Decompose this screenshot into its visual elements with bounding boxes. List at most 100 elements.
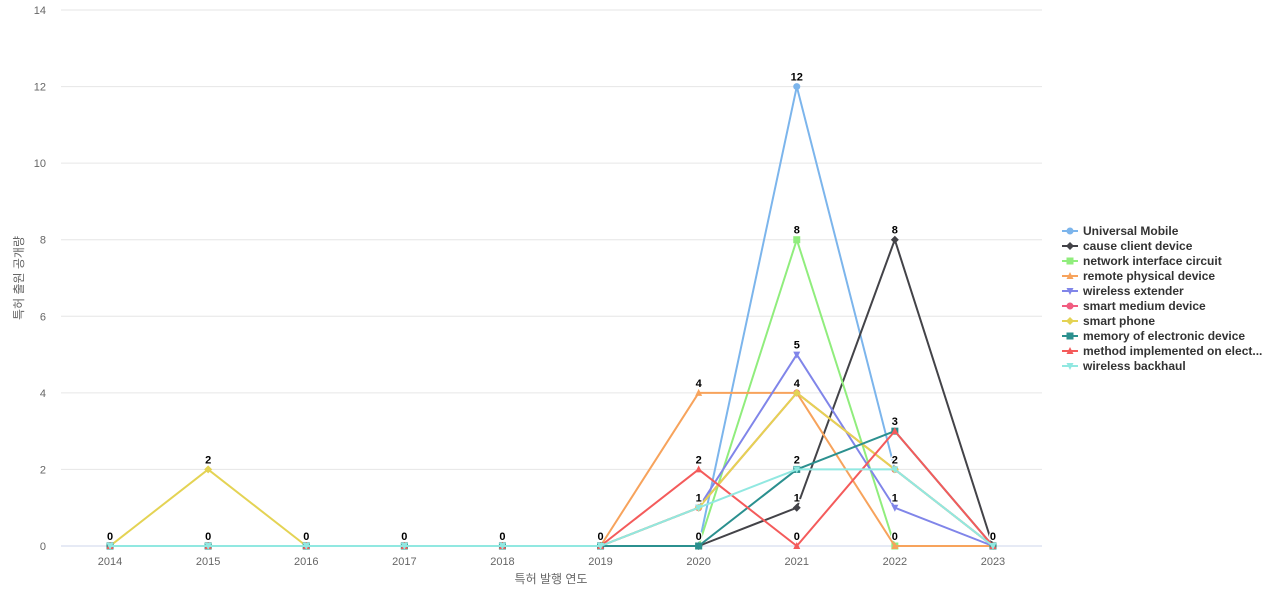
y-tick-label: 2 xyxy=(40,464,46,476)
data-label: 4 xyxy=(696,378,703,390)
y-tick-label: 10 xyxy=(34,158,46,170)
legend-item[interactable]: remote physical device xyxy=(1062,269,1215,283)
series-10 xyxy=(106,466,997,550)
x-tick-label: 2014 xyxy=(98,556,122,568)
data-label: 2 xyxy=(794,454,800,466)
legend-label: network interface circuit xyxy=(1083,254,1222,268)
x-tick-label: 2021 xyxy=(785,556,809,568)
legend-item[interactable]: cause client device xyxy=(1062,239,1193,253)
data-label: 1 xyxy=(696,493,702,505)
legend-label: wireless backhaul xyxy=(1082,359,1186,373)
data-label: 0 xyxy=(597,531,603,543)
legend-marker xyxy=(1066,347,1074,354)
data-label: 2 xyxy=(892,454,898,466)
legend-item[interactable]: wireless extender xyxy=(1062,284,1184,298)
data-label: 12 xyxy=(791,72,803,84)
legend-label: wireless extender xyxy=(1082,284,1184,298)
legend-label: method implemented on elect... xyxy=(1083,344,1262,358)
legend-marker xyxy=(1066,272,1074,279)
data-label: 2 xyxy=(696,454,702,466)
data-point xyxy=(793,466,801,474)
data-point xyxy=(890,235,899,244)
x-tick-label: 2020 xyxy=(686,556,710,568)
data-point xyxy=(793,542,801,549)
data-label: 1 xyxy=(892,493,898,505)
grid-lines xyxy=(61,9,1042,547)
data-point xyxy=(792,503,801,512)
y-tick-label: 4 xyxy=(40,388,46,400)
legend-label: smart phone xyxy=(1083,314,1155,328)
legend-marker xyxy=(1066,242,1074,250)
data-label: 0 xyxy=(499,531,505,543)
legend-marker xyxy=(1066,288,1074,295)
series-5 xyxy=(106,351,997,550)
data-label: 4 xyxy=(794,378,801,390)
data-point xyxy=(400,543,408,550)
data-point xyxy=(793,351,801,359)
data-point xyxy=(891,504,899,512)
data-label: 0 xyxy=(696,531,702,543)
data-point xyxy=(695,465,703,473)
data-label: 0 xyxy=(794,531,800,543)
series-line xyxy=(110,430,994,547)
legend-item[interactable]: network interface circuit xyxy=(1062,254,1222,268)
series-line xyxy=(110,468,994,547)
data-point xyxy=(204,543,212,550)
legend-item[interactable]: smart medium device xyxy=(1062,299,1206,313)
legend-marker xyxy=(1066,257,1074,265)
data-point xyxy=(302,543,310,550)
y-tick-label: 6 xyxy=(40,311,46,323)
y-tick-label: 0 xyxy=(40,541,46,553)
data-label: 0 xyxy=(107,531,113,543)
x-tick-label: 2022 xyxy=(883,556,907,568)
legend-item[interactable]: Universal Mobile xyxy=(1062,224,1179,238)
series-group xyxy=(106,83,997,550)
data-point xyxy=(498,543,506,550)
data-point xyxy=(597,543,605,550)
legend-item[interactable]: memory of electronic device xyxy=(1062,329,1245,343)
data-label: 3 xyxy=(892,416,898,428)
legend-label: cause client device xyxy=(1083,239,1193,253)
x-tick-label: 2016 xyxy=(294,556,318,568)
data-point xyxy=(891,427,899,435)
y-tick-label: 14 xyxy=(34,5,46,17)
x-tick-label: 2019 xyxy=(588,556,612,568)
legend-label: smart medium device xyxy=(1083,299,1206,313)
x-axis-ticks: 2014 2015 2016 2017 2018 2019 2020 2021 2022 2023 xyxy=(98,556,1005,568)
data-point xyxy=(891,542,899,549)
data-label: 0 xyxy=(892,531,898,543)
legend-marker xyxy=(1066,332,1074,340)
y-axis-title: 특허 출원 공개량 xyxy=(12,236,26,320)
data-label: 0 xyxy=(401,531,407,543)
data-label: 2 xyxy=(205,454,211,466)
x-tick-label: 2018 xyxy=(490,556,514,568)
data-point xyxy=(891,466,899,474)
data-label: 0 xyxy=(990,531,996,543)
legend-marker xyxy=(1066,227,1074,235)
legend-label: memory of electronic device xyxy=(1083,329,1245,343)
data-point xyxy=(793,83,801,91)
data-point xyxy=(204,465,213,474)
data-label: 0 xyxy=(205,531,211,543)
data-point xyxy=(989,543,997,550)
legend-item[interactable]: method implemented on elect... xyxy=(1062,344,1262,358)
legend-item[interactable]: smart phone xyxy=(1062,314,1155,328)
x-tick-label: 2023 xyxy=(981,556,1005,568)
legend-marker xyxy=(1066,363,1074,370)
x-axis-title: 특허 발행 연도 xyxy=(515,571,588,586)
x-tick-label: 2017 xyxy=(392,556,416,568)
data-label: 8 xyxy=(794,225,800,237)
data-label: 1 xyxy=(794,493,800,505)
data-point xyxy=(792,388,801,397)
x-tick-label: 2015 xyxy=(196,556,220,568)
legend-label: Universal Mobile xyxy=(1083,224,1179,238)
legend-marker xyxy=(1066,302,1074,310)
data-point xyxy=(695,388,703,396)
legend-item[interactable]: wireless backhaul xyxy=(1062,359,1186,373)
series-line xyxy=(110,353,994,547)
data-labels: 0 2 0 0 0 0 0 4 2 1 0 12 8 5 4 2 1 0 8 3 2 1 0 0 xyxy=(106,70,998,544)
data-label: 0 xyxy=(303,531,309,543)
y-tick-label: 12 xyxy=(34,82,46,94)
